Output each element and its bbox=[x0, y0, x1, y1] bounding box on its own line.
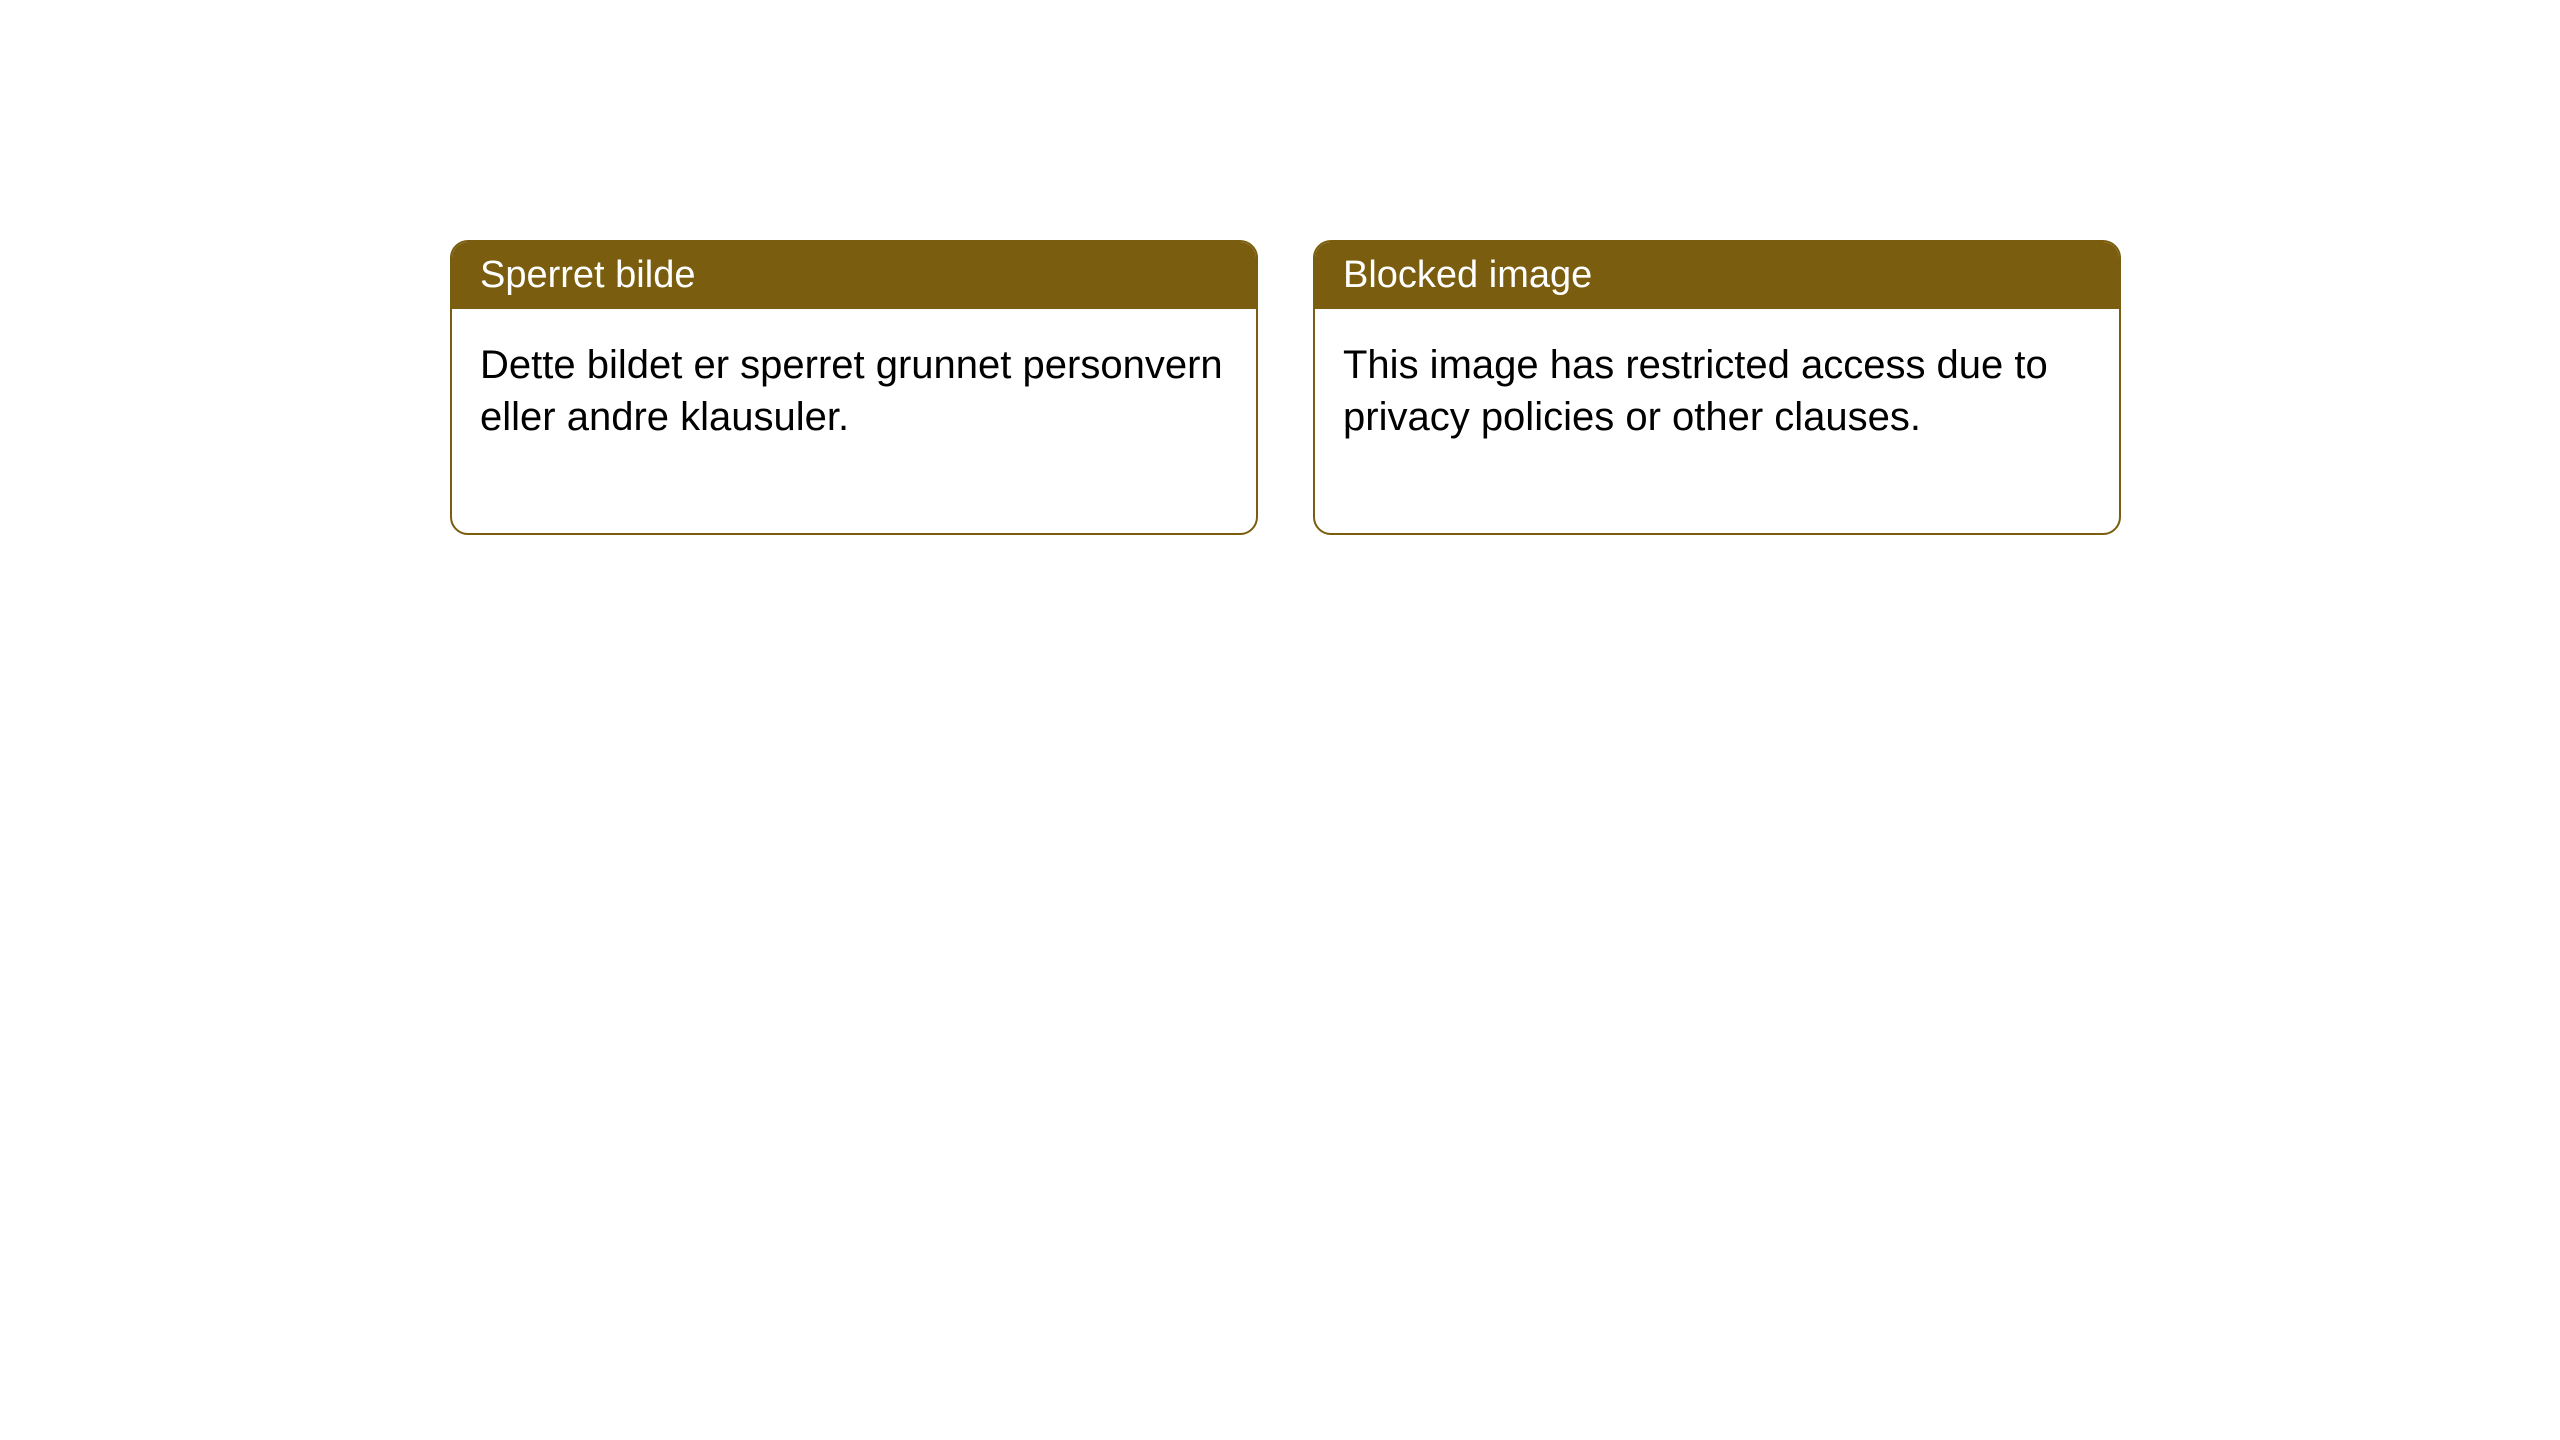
notice-container: Sperret bilde Dette bildet er sperret gr… bbox=[450, 240, 2121, 535]
card-header: Blocked image bbox=[1315, 242, 2119, 309]
notice-card-english: Blocked image This image has restricted … bbox=[1313, 240, 2121, 535]
card-body-text: Dette bildet er sperret grunnet personve… bbox=[480, 343, 1223, 439]
card-title: Sperret bilde bbox=[480, 254, 695, 296]
notice-card-norwegian: Sperret bilde Dette bildet er sperret gr… bbox=[450, 240, 1258, 535]
card-body: Dette bildet er sperret grunnet personve… bbox=[452, 309, 1256, 533]
card-title: Blocked image bbox=[1343, 254, 1592, 296]
card-header: Sperret bilde bbox=[452, 242, 1256, 309]
card-body-text: This image has restricted access due to … bbox=[1343, 343, 2048, 439]
card-body: This image has restricted access due to … bbox=[1315, 309, 2119, 533]
